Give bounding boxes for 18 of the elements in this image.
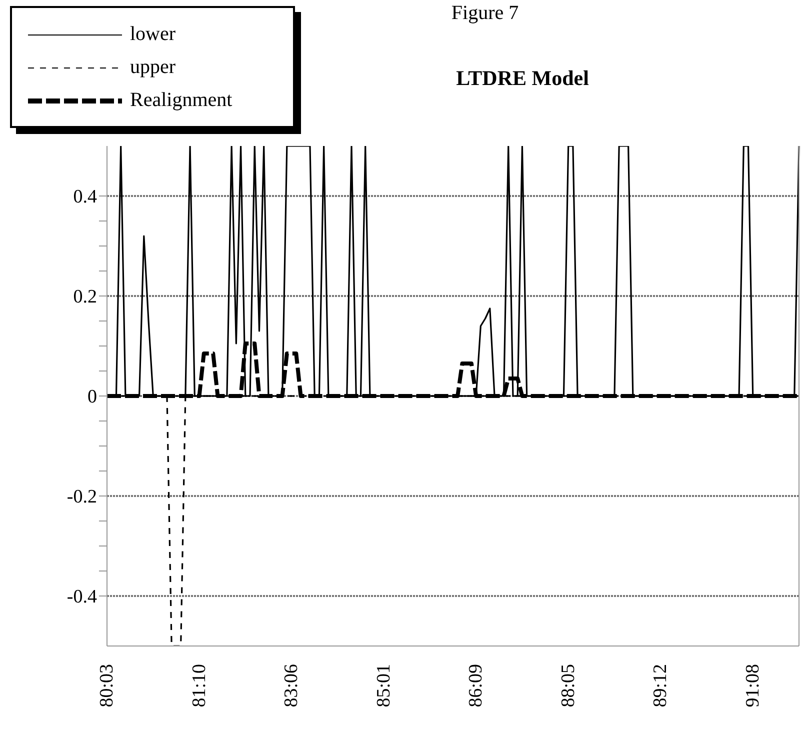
- x-tick-label: 85:01: [373, 664, 394, 708]
- y-tick-label: -0.2: [66, 486, 97, 508]
- x-tick-label: 83:06: [281, 664, 302, 708]
- x-tick-label: 86:09: [466, 664, 487, 708]
- y-tick-label: -0.4: [66, 586, 98, 608]
- x-tick-label: 88:05: [558, 664, 579, 708]
- y-tick-label: 0: [88, 386, 97, 408]
- x-tick-label: 80:03: [96, 664, 118, 708]
- legend-label: Realignment: [130, 89, 232, 112]
- legend-label: lower: [130, 23, 176, 46]
- x-tick-label: 89:12: [650, 664, 672, 708]
- y-tick-label: 0.4: [73, 186, 98, 208]
- caption: Figure 7: [450, 2, 520, 25]
- legend-label: upper: [130, 56, 176, 79]
- x-tick-label: 91:08: [742, 664, 764, 708]
- chart-title: LTDRE Model: [455, 66, 590, 91]
- y-tick-label: 0.2: [73, 286, 97, 308]
- x-tick-label: 81:10: [188, 664, 210, 708]
